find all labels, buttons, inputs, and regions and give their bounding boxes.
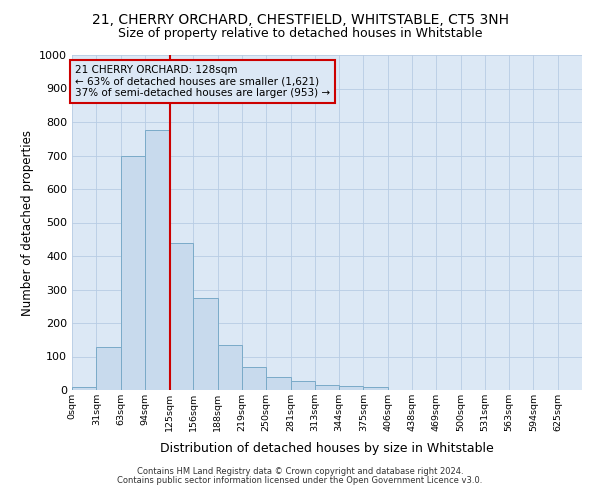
Bar	[121, 156, 145, 390]
Text: Contains public sector information licensed under the Open Government Licence v3: Contains public sector information licen…	[118, 476, 482, 485]
Bar	[193, 298, 218, 390]
Bar	[169, 242, 193, 390]
Text: 21, CHERRY ORCHARD, CHESTFIELD, WHITSTABLE, CT5 3NH: 21, CHERRY ORCHARD, CHESTFIELD, WHITSTAB…	[91, 12, 509, 26]
Bar	[290, 380, 315, 390]
Bar	[339, 386, 364, 390]
X-axis label: Distribution of detached houses by size in Whitstable: Distribution of detached houses by size …	[160, 442, 494, 456]
Bar	[364, 388, 388, 390]
Text: Contains HM Land Registry data © Crown copyright and database right 2024.: Contains HM Land Registry data © Crown c…	[137, 467, 463, 476]
Text: 21 CHERRY ORCHARD: 128sqm
← 63% of detached houses are smaller (1,621)
37% of se: 21 CHERRY ORCHARD: 128sqm ← 63% of detac…	[75, 65, 330, 98]
Bar	[266, 376, 290, 390]
Bar	[242, 367, 266, 390]
Bar	[315, 385, 339, 390]
Bar	[96, 348, 121, 390]
Y-axis label: Number of detached properties: Number of detached properties	[20, 130, 34, 316]
Bar	[218, 346, 242, 390]
Text: Size of property relative to detached houses in Whitstable: Size of property relative to detached ho…	[118, 28, 482, 40]
Bar	[72, 388, 96, 390]
Bar	[145, 130, 169, 390]
